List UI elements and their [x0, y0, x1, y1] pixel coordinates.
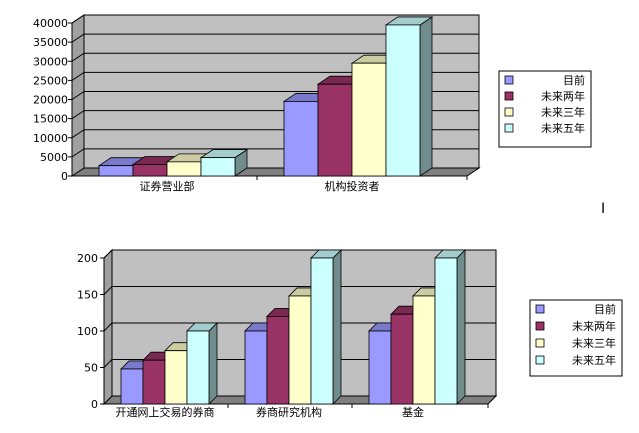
bar	[199, 148, 249, 177]
bar	[186, 322, 218, 405]
legend-box	[529, 299, 623, 377]
bar-front	[120, 368, 144, 405]
y-tick-label: 150	[77, 289, 98, 302]
y-tick-label: 200	[77, 252, 98, 265]
bar-front	[244, 330, 268, 405]
gridline-side	[71, 148, 85, 158]
gridline-side	[103, 322, 113, 332]
bar-front	[412, 295, 436, 405]
bar-front	[434, 257, 458, 405]
gridline-side	[71, 33, 85, 43]
bar-front	[142, 359, 166, 405]
bar-front	[351, 62, 387, 177]
gridline-side	[71, 91, 85, 100]
y-tick-label: 35000	[33, 36, 68, 49]
x-tick-label: 机构投资者	[325, 179, 380, 193]
legend-label: 目前	[594, 302, 616, 316]
legend-label: 未来两年	[572, 319, 616, 333]
bar-front	[164, 350, 188, 405]
bar-front	[288, 295, 312, 405]
legend-label: 未来三年	[572, 336, 616, 350]
bar-front	[166, 161, 202, 177]
bar	[384, 16, 434, 177]
bar-front	[310, 257, 334, 405]
bar-side	[332, 249, 342, 405]
bar-side	[208, 322, 218, 405]
y-tick-label: 25000	[33, 74, 68, 87]
bar-front	[317, 83, 353, 177]
bar-front	[283, 101, 319, 177]
legend-swatch	[535, 355, 545, 365]
chart-1: 0 5000 10000 15000 20000 25000 30000 35000 40000…	[33, 14, 592, 193]
legend-label: 未来五年	[541, 121, 585, 135]
legend-label: 未来五年	[572, 353, 616, 367]
legend-swatch	[504, 107, 514, 117]
bar-side	[419, 16, 433, 177]
legend-swatch	[504, 75, 514, 85]
legend-label: 未来三年	[541, 105, 585, 119]
bar-side	[456, 249, 466, 405]
y-tick-label: 100	[77, 325, 98, 338]
bar-front	[186, 330, 210, 405]
legend-swatch	[535, 321, 545, 331]
bar	[310, 249, 342, 405]
y-tick-label: 30000	[33, 55, 68, 68]
legend-swatch	[535, 304, 545, 314]
bar-front	[390, 313, 414, 405]
gridline-side	[103, 249, 113, 259]
gridline-side	[71, 52, 85, 62]
legend-label: 目前	[563, 73, 585, 87]
bar-front	[385, 24, 421, 177]
y-tick-label: 15000	[33, 113, 68, 126]
y-tick-label: 40000	[33, 17, 68, 30]
y-tick-label: 5000	[40, 151, 68, 164]
bar-front	[132, 164, 168, 177]
gridline-side	[103, 359, 113, 368]
y-tick-label: 50	[84, 362, 98, 375]
gridline-side	[71, 71, 85, 81]
bar-front	[368, 330, 392, 405]
bar-front	[98, 165, 134, 177]
text-cursor-icon: I	[601, 201, 606, 217]
chart-2: 0 50 100 150 200 开通网上交易的券商 券商研究机构 基金 目前未来两年未来三年未…	[77, 248, 623, 419]
legend-swatch	[535, 338, 545, 348]
legend-label: 未来两年	[541, 89, 585, 103]
y-tick-label: 0	[91, 398, 98, 411]
bar-front	[266, 315, 290, 405]
y-tick-label: 10000	[33, 132, 68, 145]
legend-swatch	[504, 123, 514, 133]
x-tick-label: 开通网上交易的券商	[116, 405, 215, 419]
gridline-side	[71, 14, 85, 24]
x-tick-label: 证券营业部	[140, 179, 195, 193]
gridline-side	[71, 129, 85, 139]
bar	[434, 249, 466, 405]
y-tick-label: 0	[61, 170, 68, 183]
bar-front	[200, 157, 236, 177]
gridline-side	[103, 286, 113, 295]
legend-box	[498, 70, 592, 148]
gridline-side	[71, 110, 85, 120]
y-tick-label: 20000	[33, 94, 68, 107]
x-tick-label: 券商研究机构	[256, 405, 322, 419]
legend-swatch	[504, 91, 514, 101]
x-tick-label: 基金	[402, 405, 424, 419]
